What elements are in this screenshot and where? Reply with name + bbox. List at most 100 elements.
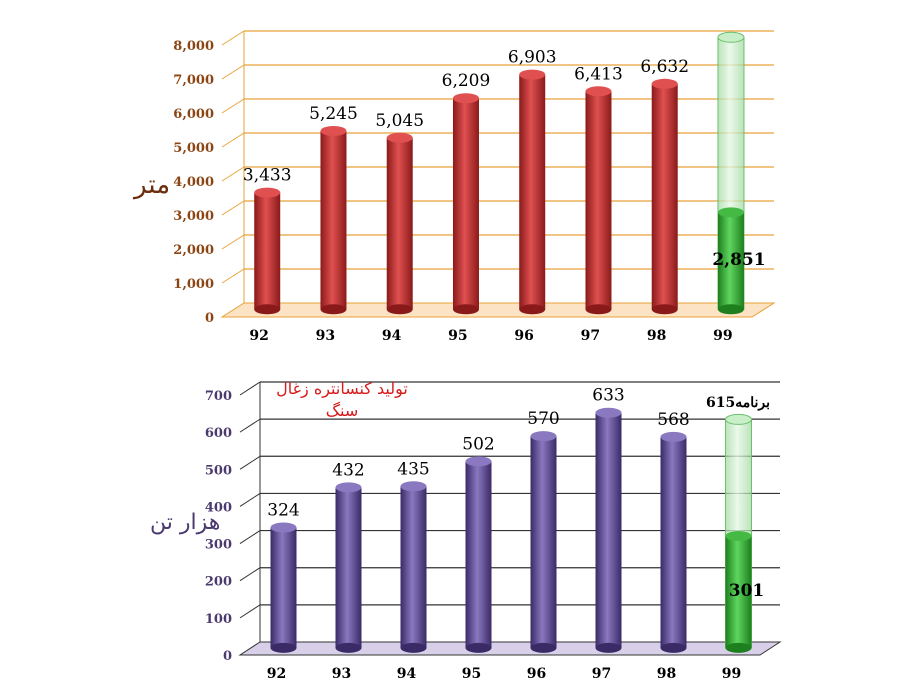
grid-diag [221,30,245,46]
data-label: 633 [592,386,624,406]
bar-cap [585,86,612,97]
bar-cap [270,522,297,533]
y-tick-label: 700 [205,389,232,404]
bar-base [335,642,362,653]
bar-cap [452,93,479,104]
data-label: 3,433 [243,166,292,186]
y-tick-label: 600 [205,426,232,441]
y-tick-label: 7,000 [173,73,214,88]
grid-diag [221,98,245,114]
bar-base [595,642,622,653]
y-tick-label: 100 [205,612,232,627]
x-tick-label: 99 [722,666,741,682]
bar-cap [725,531,752,542]
bar [386,137,413,310]
bar-cap [651,78,678,89]
y-tick-label: 300 [205,538,232,553]
y-axis-label-thousand-tons: هزار تن [150,510,221,535]
grid-diag [239,381,261,396]
x-tick-label: 93 [316,328,335,344]
bar-base [725,642,752,653]
y-tick-label: 1,000 [173,277,214,292]
bar-cap [595,407,622,418]
chart-floor [238,641,782,656]
bar-base [530,642,557,653]
data-label: 6,632 [640,57,689,77]
grid-diag [221,166,245,182]
chart-meters-svg: 0 1,000 2,000 3,000 4,000 5,000 6,000 7,000 8,00… [173,30,776,344]
chart-meters: 0 1,000 2,000 3,000 4,000 5,000 6,000 7,000 8,00… [134,30,776,344]
grid-diag [239,604,261,619]
grid-diag [221,234,245,250]
y-tick-label: 5,000 [173,141,214,156]
bar [320,130,347,310]
bar [465,461,492,648]
bar-cap [519,69,546,80]
bar [400,486,427,648]
y-tick-label: 0 [205,311,214,326]
x-tick-label: 95 [462,666,481,682]
chart-floor [220,302,776,318]
data-label: 324 [267,501,299,521]
x-tick-label: 96 [527,666,546,682]
bar-cap [660,431,687,442]
data-label: 6,209 [442,71,491,91]
grid-diag [221,268,245,284]
target-bar-cap [725,413,752,425]
bar-base [254,304,281,315]
y-tick-label: 400 [205,500,232,515]
data-label: 301 [729,581,765,601]
grid-diag [239,567,261,582]
bar-base [585,304,612,315]
target-bar-cap [717,31,745,43]
bar [519,74,546,310]
grid-diag [239,418,261,433]
bar-base [660,642,687,653]
bar-base [386,304,413,315]
bar-base [320,304,347,315]
bar-cap [717,207,744,218]
bar-cap [530,431,557,442]
x-tick-label: 92 [249,328,268,344]
bar-cap [386,132,413,143]
data-label: 502 [462,434,494,454]
grid-diag [221,64,245,80]
y-tick-label: 3,000 [173,209,214,224]
bar-cap [335,482,362,493]
plan-label: برنامه615 [706,395,771,411]
bar [717,212,744,310]
grid-diag [221,200,245,216]
bar-cap [254,187,281,198]
data-label: 5,045 [375,111,424,131]
y-tick-label: 4,000 [173,175,214,190]
bar [595,412,622,648]
data-label: 6,413 [574,64,623,84]
grid-diag [239,530,261,544]
bar-cap [465,456,492,467]
bar [725,536,752,648]
chart-title: تولید کنسانتره زغال سنگ [276,379,408,420]
x-tick-label: 94 [382,328,402,344]
bar-base [465,642,492,653]
x-tick-label: 97 [592,666,611,682]
y-tick-label: 2,000 [173,243,214,258]
x-tick-label: 99 [713,328,732,344]
bar-base [651,304,678,315]
bar [530,436,557,648]
grid-diag [239,493,261,507]
data-label: 5,245 [309,104,358,124]
data-label: 2,851 [712,250,765,270]
bar [254,192,281,310]
grid-diag [221,132,245,148]
grid-diag [239,455,261,470]
bar-cap [400,481,427,492]
data-label: 570 [527,409,559,429]
data-label: 6,903 [508,48,557,68]
data-label: 432 [332,460,364,480]
x-tick-label: 96 [514,328,533,344]
bar [270,527,297,648]
chart-concentrate-svg: 0 100 200 300 400 500 600 700 324 92 432 93 435 94 502… [205,381,782,682]
x-tick-label: 95 [448,328,467,344]
bar [660,436,687,648]
bar-base [519,304,546,315]
